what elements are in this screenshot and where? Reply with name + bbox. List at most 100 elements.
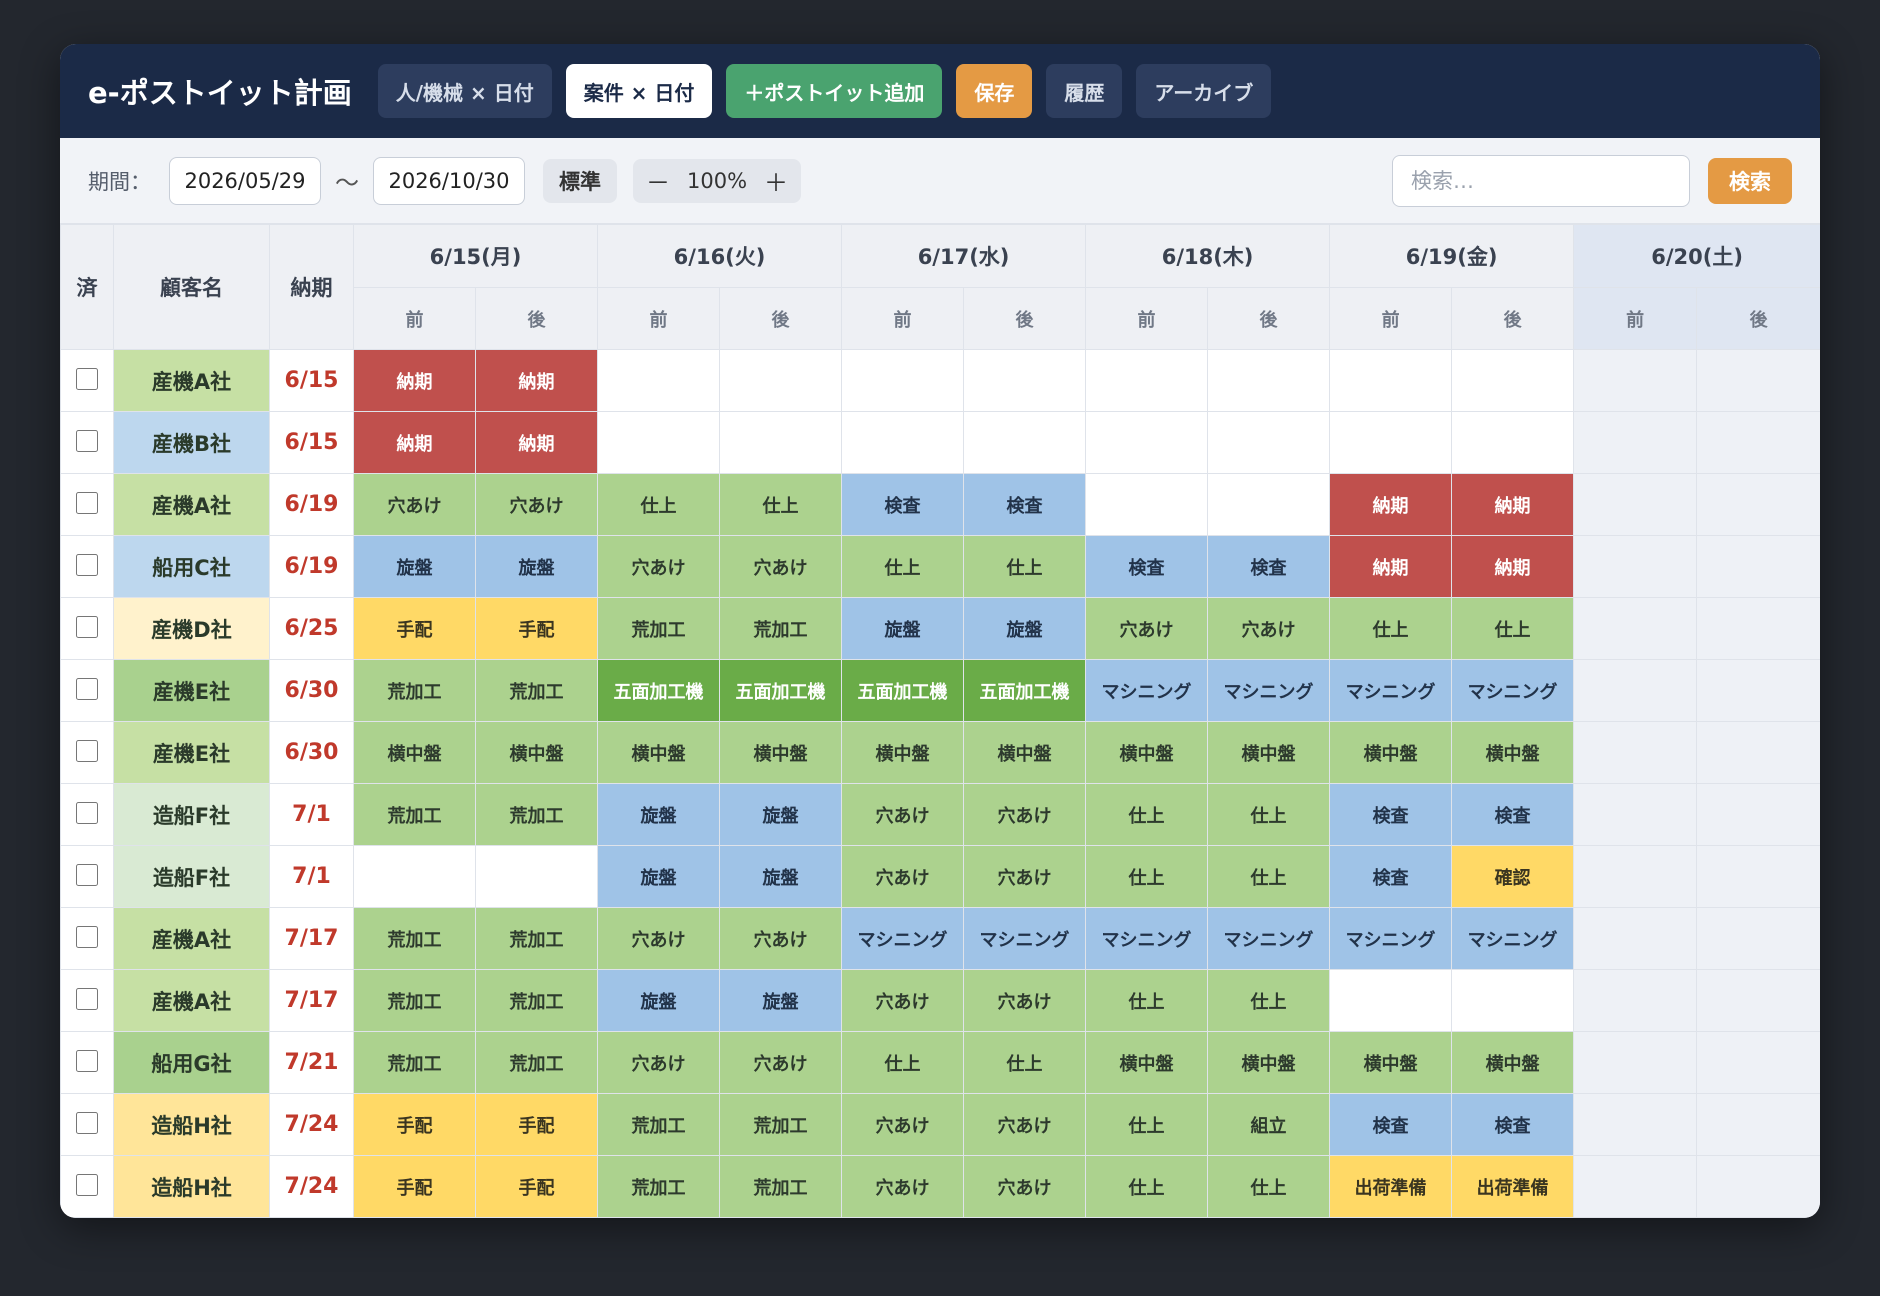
saturday-cell[interactable] [1573,721,1698,784]
empty-cell[interactable] [1329,349,1453,412]
postit-cell[interactable]: 検査 [1085,535,1209,598]
postit-cell[interactable]: 納期 [1329,473,1453,536]
postit-cell[interactable]: 荒加工 [719,1093,843,1156]
postit-cell[interactable]: 穴あけ [841,783,965,846]
postit-cell[interactable]: 穴あけ [963,783,1087,846]
postit-cell[interactable]: 仕上 [1207,845,1331,908]
postit-cell[interactable]: 手配 [353,1155,476,1218]
postit-cell[interactable]: 荒加工 [597,1155,721,1218]
postit-cell[interactable]: 穴あけ [841,1093,965,1156]
postit-cell[interactable]: 穴あけ [353,473,476,536]
saturday-cell[interactable] [1573,783,1698,846]
postit-cell[interactable]: 五面加工機 [719,659,843,722]
postit-cell[interactable]: 手配 [474,1155,599,1218]
saturday-cell[interactable] [1573,1031,1698,1094]
saturday-cell[interactable] [1696,845,1820,908]
postit-cell[interactable]: 横中盤 [1451,721,1575,784]
postit-cell[interactable]: 穴あけ [597,907,721,970]
done-checkbox[interactable] [76,367,98,390]
postit-cell[interactable]: 検査 [1451,783,1575,846]
postit-cell[interactable]: 穴あけ [597,535,721,598]
postit-cell[interactable]: マシニング [1207,659,1331,722]
postit-cell[interactable]: 仕上 [1329,597,1453,660]
saturday-cell[interactable] [1573,473,1698,536]
postit-cell[interactable]: 横中盤 [1207,1031,1331,1094]
postit-cell[interactable]: 納期 [1451,535,1575,598]
postit-cell[interactable]: 穴あけ [597,1031,721,1094]
postit-cell[interactable]: 荒加工 [353,1031,476,1094]
done-checkbox[interactable] [76,491,98,514]
postit-cell[interactable]: 荒加工 [353,659,476,722]
saturday-cell[interactable] [1696,349,1820,412]
done-checkbox[interactable] [76,987,98,1010]
empty-cell[interactable] [841,349,965,412]
postit-cell[interactable]: 仕上 [1085,969,1209,1032]
postit-cell[interactable]: 穴あけ [841,845,965,908]
standard-view-button[interactable]: 標準 [543,158,617,203]
postit-cell[interactable]: マシニング [1085,907,1209,970]
postit-cell[interactable]: 検査 [1329,1093,1453,1156]
postit-cell[interactable]: 旋盤 [719,783,843,846]
postit-cell[interactable]: 穴あけ [963,1093,1087,1156]
postit-cell[interactable]: 仕上 [1451,597,1575,660]
postit-cell[interactable]: マシニング [963,907,1087,970]
postit-cell[interactable]: 穴あけ [474,473,599,536]
empty-cell[interactable] [1207,411,1331,474]
postit-cell[interactable]: 横中盤 [1329,1031,1453,1094]
postit-cell[interactable]: マシニング [1085,659,1209,722]
postit-cell[interactable]: 旋盤 [353,535,476,598]
postit-cell[interactable]: 納期 [474,349,599,412]
postit-cell[interactable]: 仕上 [841,535,965,598]
postit-cell[interactable]: 納期 [1329,535,1453,598]
saturday-cell[interactable] [1573,659,1698,722]
saturday-cell[interactable] [1573,535,1698,598]
postit-cell[interactable]: 穴あけ [719,535,843,598]
postit-cell[interactable]: 仕上 [1207,783,1331,846]
postit-cell[interactable]: 手配 [474,1093,599,1156]
saturday-cell[interactable] [1573,1155,1698,1218]
saturday-cell[interactable] [1573,969,1698,1032]
done-checkbox[interactable] [76,677,98,700]
history-button[interactable]: 履歴 [1046,64,1123,118]
done-checkbox[interactable] [76,553,98,576]
postit-cell[interactable]: マシニング [1451,659,1575,722]
postit-cell[interactable]: 仕上 [1085,783,1209,846]
postit-cell[interactable]: 検査 [1329,845,1453,908]
postit-cell[interactable]: 穴あけ [719,907,843,970]
postit-cell[interactable]: 五面加工機 [963,659,1087,722]
done-checkbox[interactable] [76,1111,98,1134]
postit-cell[interactable]: 仕上 [1085,845,1209,908]
postit-cell[interactable]: 横中盤 [597,721,721,784]
empty-cell[interactable] [963,349,1087,412]
postit-cell[interactable]: 横中盤 [963,721,1087,784]
saturday-cell[interactable] [1696,721,1820,784]
postit-cell[interactable]: 納期 [353,411,476,474]
postit-cell[interactable]: 仕上 [963,535,1087,598]
search-input[interactable] [1392,155,1690,207]
postit-cell[interactable]: 五面加工機 [597,659,721,722]
saturday-cell[interactable] [1696,907,1820,970]
done-checkbox[interactable] [76,1173,98,1196]
postit-cell[interactable]: 出荷準備 [1329,1155,1453,1218]
postit-cell[interactable]: 仕上 [1085,1093,1209,1156]
done-checkbox[interactable] [76,863,98,886]
postit-cell[interactable]: 荒加工 [353,783,476,846]
postit-cell[interactable]: 仕上 [841,1031,965,1094]
saturday-cell[interactable] [1696,473,1820,536]
empty-cell[interactable] [1085,349,1209,412]
postit-cell[interactable]: 横中盤 [841,721,965,784]
postit-cell[interactable]: 穴あけ [963,1155,1087,1218]
done-checkbox[interactable] [76,615,98,638]
postit-cell[interactable]: マシニング [841,907,965,970]
saturday-cell[interactable] [1696,535,1820,598]
view-project-date-button[interactable]: 案件 × 日付 [565,64,713,118]
postit-cell[interactable]: 荒加工 [474,783,599,846]
postit-cell[interactable]: 横中盤 [1329,721,1453,784]
empty-cell[interactable] [597,349,721,412]
empty-cell[interactable] [1329,411,1453,474]
empty-cell[interactable] [1451,349,1575,412]
zoom-in-button[interactable]: ＋ [764,169,789,197]
postit-cell[interactable]: 仕上 [963,1031,1087,1094]
saturday-cell[interactable] [1696,411,1820,474]
saturday-cell[interactable] [1573,597,1698,660]
